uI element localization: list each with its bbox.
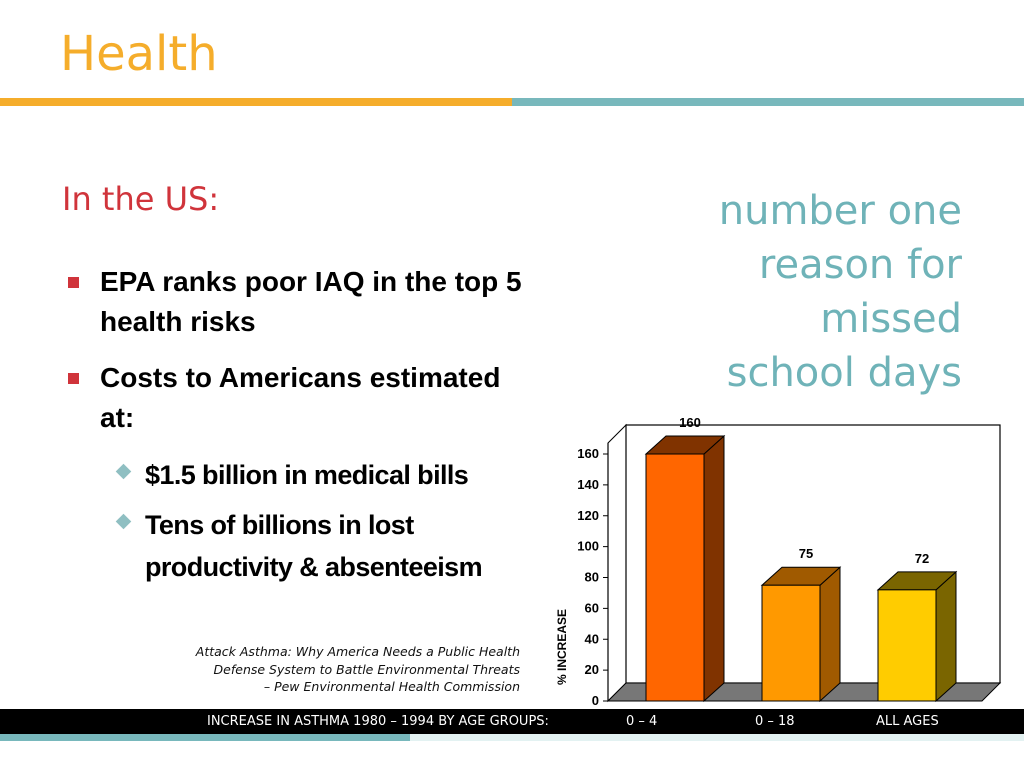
citation-line: Attack Asthma: Why America Needs a Publi… [195,644,520,659]
y-axis-label: % INCREASE [555,609,569,685]
bar-data-label: 75 [799,546,813,561]
sub-bullet-list: $1.5 billion in medical bills Tens of bi… [62,454,542,588]
bullet-text: Costs to Americans estimated at: [100,362,501,433]
citation-line: Defense System to Battle Environmental T… [213,661,520,677]
slide-title: Health [60,26,218,82]
y-tick-label: 40 [585,631,599,646]
bar-data-label: 160 [679,415,701,430]
bullet-text: EPA ranks poor IAQ in the top 5 health r… [100,266,522,337]
callout-line: reason for [758,242,962,288]
y-tick-label: 140 [577,477,599,492]
square-bullet-icon [68,277,79,288]
bar [761,584,821,702]
citation: Attack Asthma: Why America Needs a Publi… [150,643,520,696]
bar [645,453,705,702]
y-tick-label: 100 [577,539,599,554]
y-tick-label: 20 [585,662,599,677]
y-tick-label: 0 [592,693,599,708]
bullet-list: EPA ranks poor IAQ in the top 5 health r… [62,262,542,596]
sub-bullet-text: Tens of billions in lost productivity & … [145,510,483,582]
chart-side-wall [607,423,627,703]
bottom-caption: INCREASE IN ASTHMA 1980 – 1994 BY AGE GR… [207,714,549,729]
bottom-caption-bar: INCREASE IN ASTHMA 1980 – 1994 BY AGE GR… [0,709,1024,734]
bottom-rule-teal [0,734,410,741]
bullet-item: EPA ranks poor IAQ in the top 5 health r… [62,262,542,342]
square-bullet-icon [68,373,79,384]
asthma-bar-chart: 0 20 40 60 80 100 120 140 160 % INCREASE 160 75 72 [555,415,1002,708]
bar-side [935,570,957,703]
diamond-bullet-icon [115,513,132,530]
bar-side [819,566,841,703]
bottom-group-label: 0 – 4 [626,714,658,729]
bullet-item: Costs to Americans estimated at: [62,358,542,438]
bar-side [703,434,725,703]
bottom-group-label: 0 – 18 [755,714,795,729]
callout-line: number one [718,188,962,234]
bottom-rule-light [410,734,1024,741]
y-tick-label: 160 [577,446,599,461]
sub-bullet-item: $1.5 billion in medical bills [62,454,542,496]
y-tick-label: 60 [585,600,599,615]
callout-line: missed [820,296,962,342]
subtitle: In the US: [62,180,220,218]
sub-bullet-text: $1.5 billion in medical bills [145,460,469,490]
sub-bullet-item: Tens of billions in lost productivity & … [62,504,542,588]
title-rule-teal [512,98,1024,106]
title-rule-orange [0,98,512,106]
citation-line: – Pew Environmental Health Commission [263,679,520,694]
callout-line: school days [726,350,962,396]
bar [877,589,937,702]
bottom-group-label: ALL AGES [876,714,939,729]
y-tick-label: 80 [585,570,599,585]
bar-data-label: 72 [915,551,929,566]
callout-text: number one reason for missed school days [632,184,962,400]
diamond-bullet-icon [115,463,132,480]
y-tick-label: 120 [577,508,599,523]
